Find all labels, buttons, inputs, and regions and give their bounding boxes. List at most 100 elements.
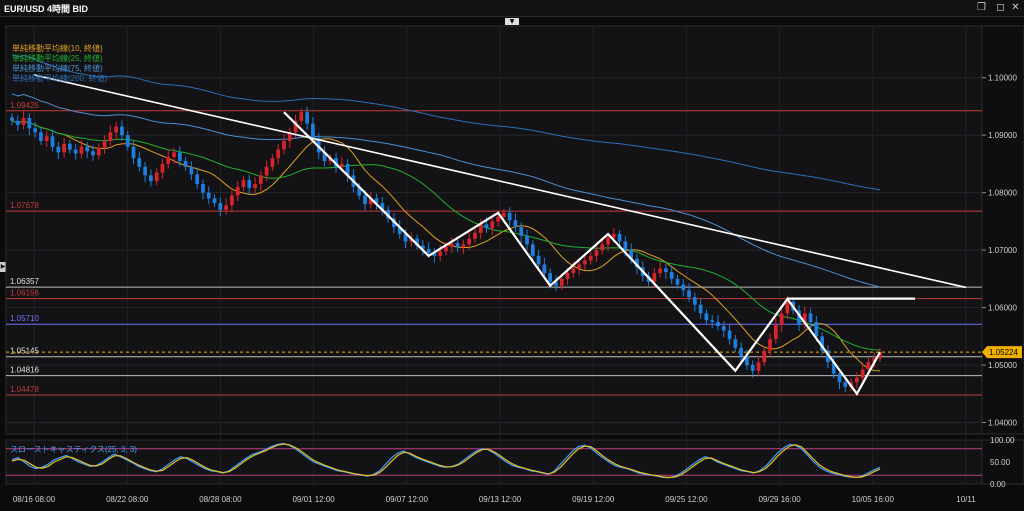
candle-body (149, 175, 153, 182)
y-tick-label: 1.08000 (988, 189, 1017, 198)
candle-body (195, 174, 200, 185)
candle-body (166, 157, 171, 164)
restore-icon[interactable]: ❒ (977, 2, 986, 13)
candle-body (687, 290, 691, 298)
candle-body (565, 273, 570, 279)
candle-body (773, 324, 778, 340)
y-tick-label: 1.04000 (988, 419, 1017, 428)
candle-body (183, 161, 188, 167)
side-panel-handle-icon[interactable]: ▶ (0, 262, 6, 272)
candle-body (530, 244, 535, 256)
candle-body (629, 250, 634, 259)
candle-body (224, 205, 228, 210)
candle-body (15, 120, 20, 125)
candle-body (843, 382, 848, 387)
stochastic-area (5, 439, 983, 485)
y-tick-label: 1.05000 (988, 361, 1017, 370)
candle-body (420, 245, 425, 249)
candle-body (305, 112, 309, 124)
stochastic-series-line (11, 443, 881, 479)
candle-body (600, 244, 605, 251)
candle-body (652, 273, 657, 282)
pattern-line (283, 111, 881, 396)
price-axis-panel (981, 25, 1024, 435)
candle-body (455, 243, 460, 248)
level-label: 1.05710 (10, 314, 39, 323)
window-titlebar: EUR/USD 4時間 BID ❒ ◻ ✕ (0, 0, 1024, 17)
candle-body (692, 297, 697, 305)
candle-body (311, 123, 315, 139)
candle-body (548, 273, 553, 282)
legend-entry: 単純移動平均線(75, 終値) (12, 63, 103, 73)
candle-body (218, 202, 223, 210)
candle-body (33, 128, 38, 133)
x-tick-label: 08/16 08:00 (13, 495, 56, 504)
candle-body (143, 166, 147, 176)
candle-body (345, 163, 350, 176)
candle-body (363, 195, 367, 205)
y-tick-label: 1.06000 (988, 304, 1017, 313)
candle-body (438, 251, 443, 256)
candle-body (623, 241, 628, 251)
candle-body (264, 166, 269, 176)
candle-body (727, 330, 732, 340)
candle-body (866, 362, 871, 370)
candle-body (415, 238, 419, 246)
candle-body (577, 264, 581, 269)
candle-body (820, 336, 825, 351)
candle-body (368, 198, 373, 205)
candle-body (44, 136, 49, 141)
candle-body (745, 356, 749, 366)
candle-body (10, 117, 14, 121)
candle-body (698, 304, 703, 314)
candle-body (554, 281, 558, 286)
y-tick-label: 1.07000 (988, 246, 1017, 255)
candle-body (739, 347, 743, 357)
candle-body (750, 365, 755, 371)
candle-body (658, 268, 662, 274)
candle-body (73, 149, 78, 154)
candle-body (559, 278, 564, 286)
candle-body (583, 260, 587, 265)
axes: 1.10000 1.09000 1.08000 1.07000 1.06000 1.050… (13, 74, 1022, 504)
candle-body (507, 212, 512, 221)
level-label: 1.06156 (10, 289, 39, 298)
close-icon[interactable]: ✕ (1011, 2, 1020, 13)
restore-window-icon[interactable]: ◻ (996, 2, 1005, 13)
candle-body (594, 250, 599, 256)
candle-body (125, 135, 130, 147)
candle-body (108, 132, 113, 141)
candle-body (467, 238, 472, 245)
stochastic-tick-label: 100.00 (990, 436, 1015, 445)
x-tick-label: 09/25 12:00 (665, 495, 708, 504)
candle-body (247, 180, 252, 189)
candle-body (85, 146, 90, 152)
stochastic-panel: 100.00 50.00 0.00 スローストキャスティクス(25, 3, 3) (6, 436, 1015, 489)
stochastic-tick-label: 50.00 (990, 458, 1011, 467)
candle-body (397, 227, 402, 235)
candle-body (733, 339, 738, 348)
candle-body (785, 301, 790, 314)
x-tick-label: 09/13 12:00 (479, 495, 522, 504)
candle-body (212, 198, 217, 203)
stochastic-axis-panel (981, 439, 1024, 485)
candle-body (137, 158, 142, 167)
candle-body (854, 377, 859, 383)
candle-body (374, 198, 379, 203)
candle-body (27, 117, 32, 129)
candle-body (230, 195, 234, 206)
candle-body (339, 163, 344, 167)
candle-body (154, 172, 159, 182)
level-label: 1.04478 (10, 385, 39, 394)
candle-body (762, 350, 767, 363)
candle-body (716, 321, 720, 326)
legend-entry: 単純移動平均線(10, 終値) (12, 43, 103, 53)
sma-200-line (11, 54, 881, 191)
level-label: 1.06357 (10, 277, 39, 286)
candle-body (664, 268, 668, 272)
collapse-toggle-icon[interactable]: ▼ (505, 18, 519, 25)
candle-body (542, 264, 547, 274)
candle-body (878, 352, 882, 359)
